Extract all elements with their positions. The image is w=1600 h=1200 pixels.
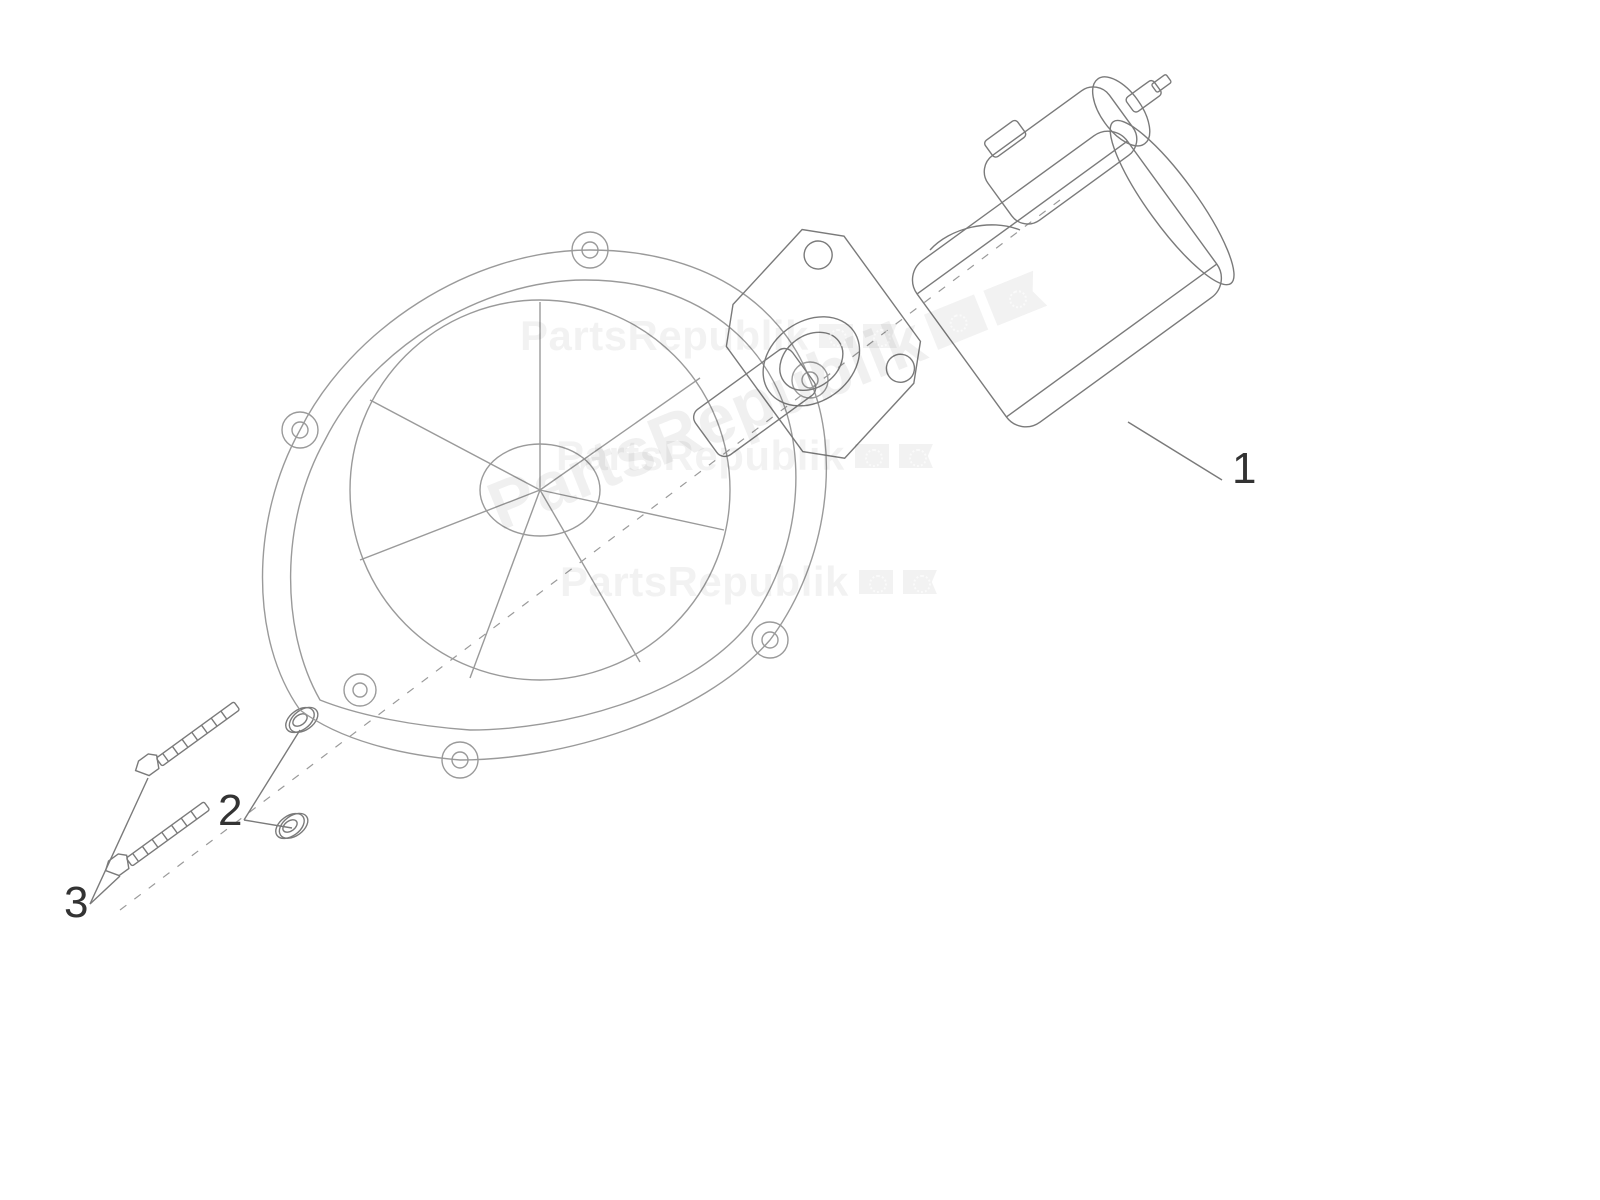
watermark-text: PartsRepublik — [520, 312, 809, 360]
diagram-stage: 1 2 3 PartsRepublik PartsRepublik PartsR… — [0, 0, 1600, 1200]
flag-icon — [859, 570, 893, 594]
callout-1: 1 — [1232, 444, 1256, 494]
leader-lines — [90, 422, 1222, 904]
flag-icon — [924, 295, 988, 350]
flag-icon — [903, 570, 937, 594]
callout-3: 3 — [64, 878, 88, 928]
watermark-3: PartsRepublik — [560, 558, 937, 606]
watermark-text: PartsRepublik — [560, 558, 849, 606]
flag-icon — [899, 444, 933, 468]
part-2-washers — [271, 701, 322, 845]
flag-icon — [855, 444, 889, 468]
callout-2: 2 — [218, 786, 242, 836]
